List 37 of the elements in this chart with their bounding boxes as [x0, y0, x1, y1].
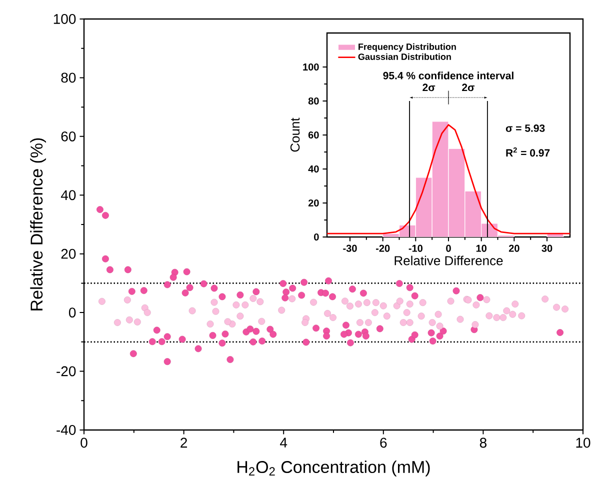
annotation: 2σ	[422, 84, 436, 92]
x-tick-label: 10	[576, 438, 590, 448]
y-axis-title: Relative Difference (%)	[30, 138, 46, 310]
x-tick-label: 30	[542, 244, 552, 252]
x-tick-label: -10	[408, 244, 422, 252]
y-tick-label: -40	[56, 425, 76, 435]
y-tick-label: 100	[303, 63, 319, 71]
x-tick-label: 0	[446, 244, 451, 252]
x-tick-label: 10	[476, 244, 486, 252]
annotation: R$^{2}$ = 0.97	[506, 147, 550, 157]
annotation: 2σ	[462, 84, 474, 92]
x-tick-label: 4	[280, 438, 288, 448]
x-axis-title: Relative Difference	[394, 256, 503, 266]
y-tick-label: 0	[314, 233, 319, 241]
y-tick-label: 60	[61, 131, 76, 142]
y-tick-label: 80	[308, 97, 319, 105]
annotation: 95.4 % confidence interval	[383, 72, 514, 80]
legend-label: Gaussian Distribution	[358, 53, 451, 60]
legend-label: Frequency Distribution	[358, 43, 456, 52]
y-axis-title: Count	[290, 118, 300, 152]
y-tick-label: -20	[56, 366, 76, 376]
x-tick-label: -30	[343, 244, 357, 252]
y-tick-label: 100	[54, 14, 76, 24]
x-tick-label: 20	[508, 244, 520, 252]
x-axis-title: H$_{2}$O$_{2}$ Concentration (mM)	[238, 460, 430, 476]
annotation: σ = 5.93	[506, 124, 545, 132]
y-tick-label: 40	[308, 165, 319, 173]
y-tick-label: 20	[308, 199, 319, 207]
y-tick-label: 60	[308, 131, 319, 139]
y-tick-label: 40	[60, 190, 76, 200]
x-tick-label: -20	[376, 244, 390, 252]
y-tick-label: 0	[68, 308, 76, 318]
y-tick-label: 80	[61, 72, 76, 83]
x-tick-label: 8	[480, 438, 486, 448]
x-tick-label: 2	[180, 438, 187, 448]
x-tick-label: 0	[80, 438, 88, 448]
x-tick-label: 6	[380, 438, 387, 448]
